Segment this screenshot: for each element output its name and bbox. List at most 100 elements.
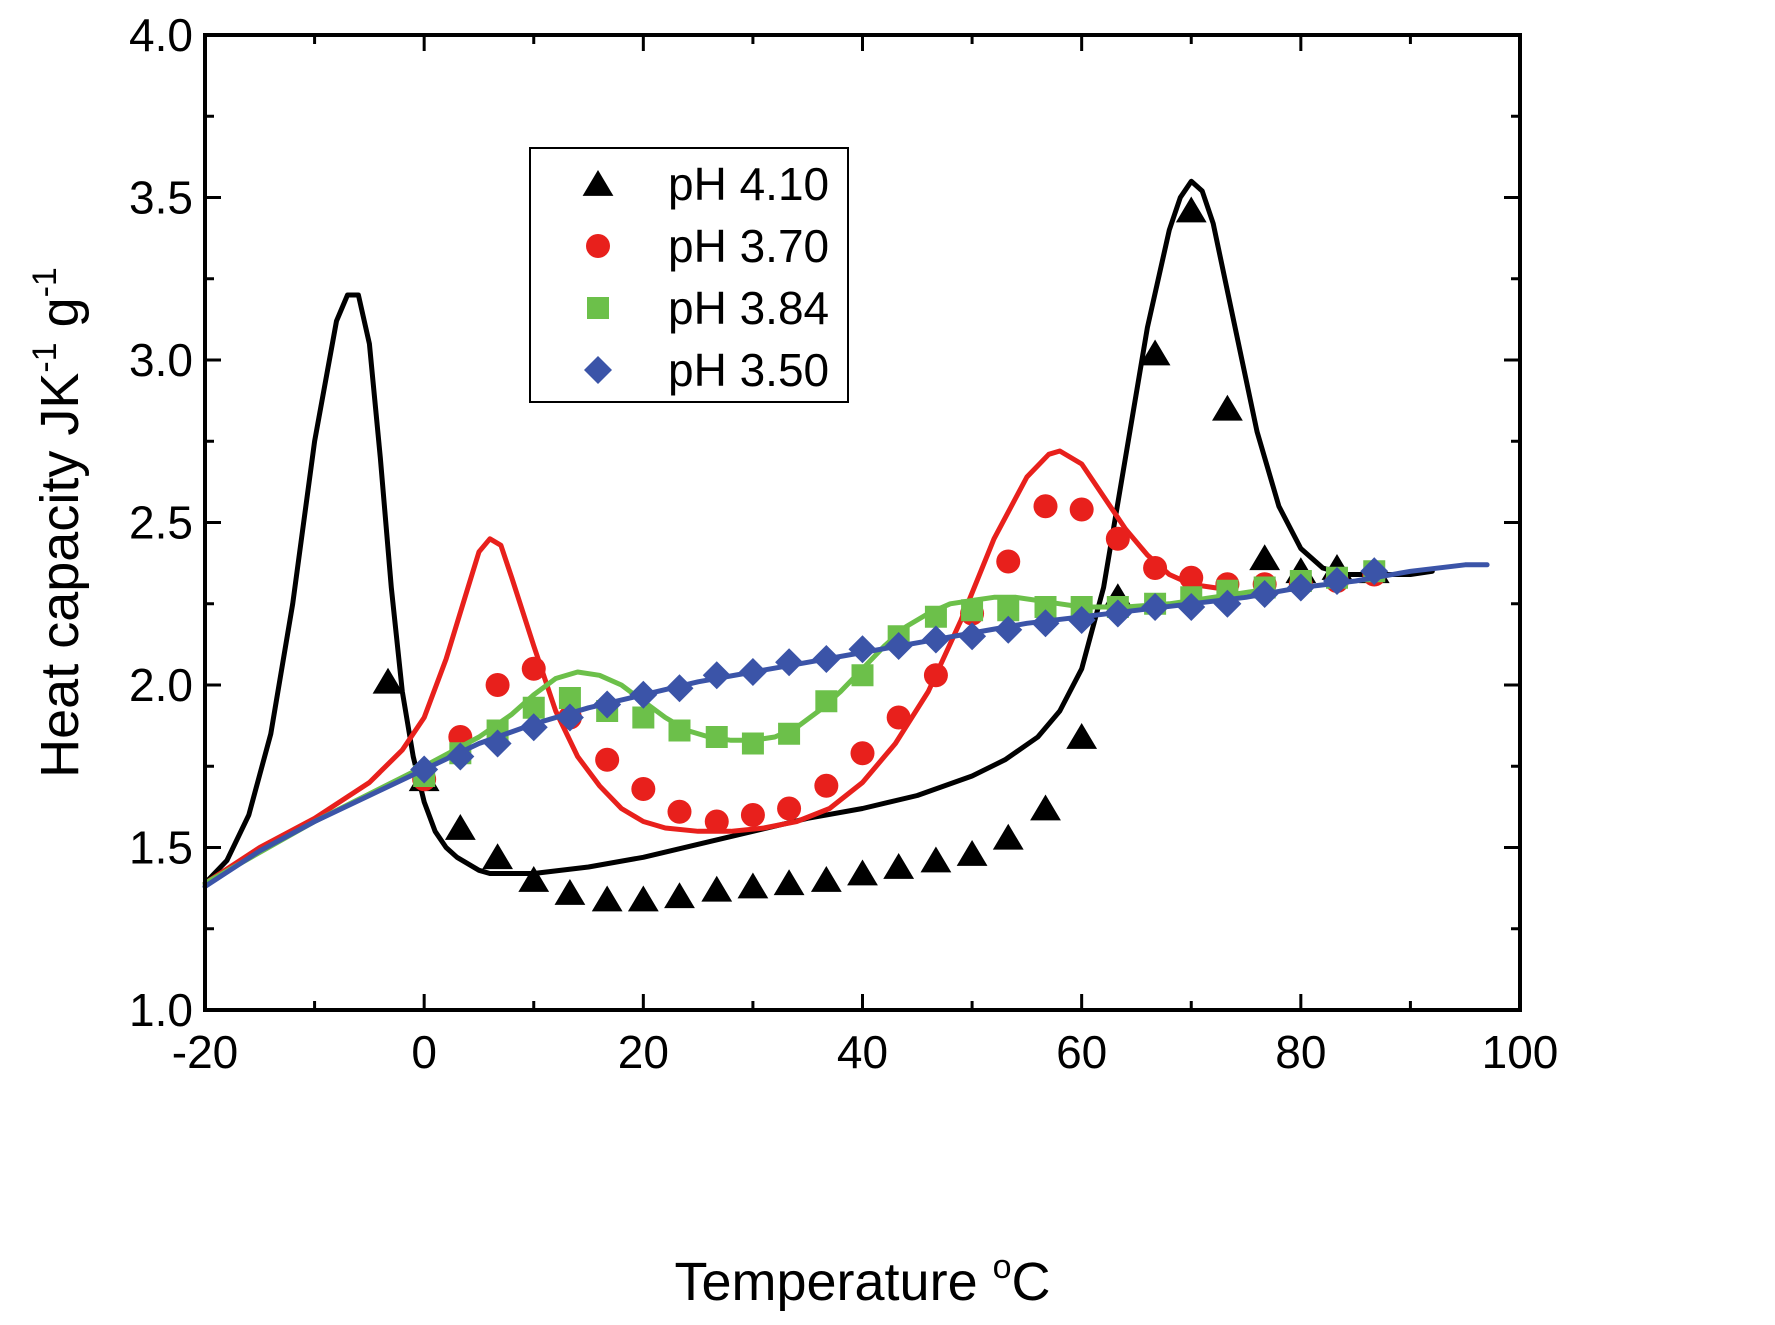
data-point	[1030, 794, 1061, 821]
data-point	[632, 706, 655, 729]
x-axis-unit-sup: o	[993, 1248, 1012, 1286]
y-tick-label: 3.0	[129, 334, 193, 386]
legend-label: pH 4.10	[668, 158, 829, 210]
data-point	[1139, 339, 1171, 366]
legend-marker	[582, 170, 614, 196]
data-point	[665, 674, 694, 703]
data-point	[920, 846, 952, 873]
x-tick-label: 40	[837, 1026, 888, 1078]
data-point	[886, 705, 911, 730]
data-point	[372, 667, 404, 694]
y-tick-label: 1.0	[129, 984, 193, 1036]
x-tick-label: 80	[1275, 1026, 1326, 1078]
y-axis-title-text: Heat capacity JK	[30, 373, 90, 778]
data-point	[444, 814, 476, 840]
legend-label: pH 3.70	[668, 220, 829, 272]
data-point	[992, 823, 1024, 850]
data-point	[847, 859, 878, 886]
x-axis-title-space	[978, 1252, 993, 1312]
data-point	[701, 875, 733, 902]
data-point	[410, 755, 439, 784]
data-point	[1105, 526, 1130, 551]
axis-ticks	[203, 33, 1522, 1012]
data-point	[521, 656, 546, 681]
data-point	[961, 599, 984, 622]
data-point	[773, 869, 805, 896]
data-point	[958, 622, 987, 651]
y-tick-label: 1.5	[129, 822, 193, 874]
data-point	[810, 866, 842, 892]
y-tick-label: 4.0	[129, 9, 193, 61]
data-point	[1360, 557, 1389, 586]
data-point	[996, 549, 1021, 574]
data-point	[482, 843, 513, 870]
x-tick-label: -20	[172, 1026, 238, 1078]
data-point	[956, 840, 988, 866]
data-point	[664, 882, 695, 909]
y-axis-exp1: -1	[26, 342, 64, 372]
legend-marker	[586, 234, 610, 258]
x-axis-unit: C	[1012, 1252, 1051, 1312]
data-point	[1177, 593, 1206, 621]
data-point	[518, 866, 550, 892]
data-point	[775, 648, 804, 677]
data-point	[1286, 573, 1315, 602]
data-point	[667, 799, 692, 824]
y-axis-title: Heat capacity JK-1 g-1	[26, 267, 90, 778]
data-point	[741, 732, 764, 755]
x-axis-title: Temperature oC	[674, 1248, 1050, 1312]
data-point	[778, 722, 801, 745]
data-point	[1034, 596, 1057, 618]
series-square	[202, 560, 1386, 886]
series-line	[202, 588, 1260, 886]
x-tick-label: 100	[1482, 1026, 1559, 1078]
data-point	[522, 696, 545, 719]
data-point	[1175, 196, 1207, 223]
data-point	[1031, 609, 1060, 638]
legend-box	[529, 147, 849, 403]
data-point	[668, 719, 691, 742]
data-point	[1066, 723, 1098, 749]
data-point	[923, 663, 948, 688]
data-point	[1033, 494, 1058, 519]
data-point	[555, 703, 584, 732]
x-tick-label: 0	[411, 1026, 437, 1078]
legend-label: pH 3.50	[668, 344, 829, 396]
plot-content	[202, 178, 1490, 912]
data-point	[593, 690, 622, 719]
data-point	[629, 680, 658, 709]
data-point	[883, 853, 915, 879]
data-point	[884, 632, 913, 660]
y-tick-label: 3.5	[129, 172, 193, 224]
data-point	[519, 713, 548, 742]
y-axis-mid: g	[30, 297, 90, 342]
data-point	[591, 885, 623, 912]
data-point	[815, 690, 838, 713]
data-point	[483, 729, 512, 758]
y-tick-label: 2.0	[129, 659, 193, 711]
x-axis-title-text: Temperature	[674, 1252, 977, 1312]
data-point	[997, 599, 1020, 622]
legend-marker	[584, 356, 612, 384]
data-point	[850, 741, 875, 766]
data-point	[994, 615, 1023, 644]
data-point	[1069, 497, 1094, 522]
data-point	[1067, 606, 1096, 634]
data-point	[1179, 565, 1204, 590]
data-point	[704, 809, 729, 834]
legend-marker	[587, 297, 609, 319]
data-point	[558, 687, 581, 709]
legend-label: pH 3.84	[668, 282, 829, 334]
legend: pH 4.10 pH 3.70 pH 3.84 pH 3.50	[529, 147, 849, 403]
series-diamond	[202, 557, 1490, 889]
data-point	[1212, 394, 1243, 421]
data-point	[446, 742, 475, 771]
data-point	[1103, 599, 1132, 628]
data-point	[924, 605, 947, 628]
data-point	[627, 885, 659, 912]
data-point	[848, 635, 877, 664]
x-tick-label: 20	[618, 1026, 669, 1078]
data-point	[777, 796, 802, 821]
data-point	[738, 658, 767, 686]
